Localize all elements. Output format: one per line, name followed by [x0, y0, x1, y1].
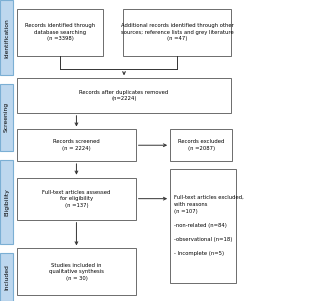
- FancyBboxPatch shape: [0, 0, 13, 75]
- Text: Records after duplicates removed
(n=2224): Records after duplicates removed (n=2224…: [79, 90, 169, 101]
- Text: Identification: Identification: [4, 18, 9, 57]
- FancyBboxPatch shape: [0, 253, 13, 301]
- FancyBboxPatch shape: [17, 78, 231, 113]
- FancyBboxPatch shape: [0, 160, 13, 244]
- FancyBboxPatch shape: [170, 129, 232, 161]
- Text: Records identified through
database searching
(n =3398): Records identified through database sear…: [25, 23, 95, 42]
- FancyBboxPatch shape: [17, 178, 136, 220]
- Text: Included: Included: [4, 264, 9, 290]
- Text: Eligibility: Eligibility: [4, 188, 9, 216]
- FancyBboxPatch shape: [0, 84, 13, 150]
- Text: Records excluded
(n =2087): Records excluded (n =2087): [178, 139, 224, 151]
- Text: Studies included in
qualitative synthesis
(n = 30): Studies included in qualitative synthesi…: [49, 262, 104, 281]
- FancyBboxPatch shape: [17, 9, 103, 56]
- Text: Records screened
(n = 2224): Records screened (n = 2224): [53, 139, 100, 151]
- FancyBboxPatch shape: [170, 169, 236, 283]
- Text: Additional records identified through other
sources; reference lists and grey li: Additional records identified through ot…: [121, 23, 233, 42]
- FancyBboxPatch shape: [17, 129, 136, 161]
- Text: Full-text articles excluded,
with reasons
(n =107)

-non-related (n=84)

-observ: Full-text articles excluded, with reason…: [174, 195, 244, 256]
- Text: Screening: Screening: [4, 102, 9, 132]
- Text: Full-text articles assessed
for eligibility
(n =137): Full-text articles assessed for eligibil…: [42, 190, 111, 208]
- FancyBboxPatch shape: [17, 248, 136, 295]
- FancyBboxPatch shape: [123, 9, 231, 56]
